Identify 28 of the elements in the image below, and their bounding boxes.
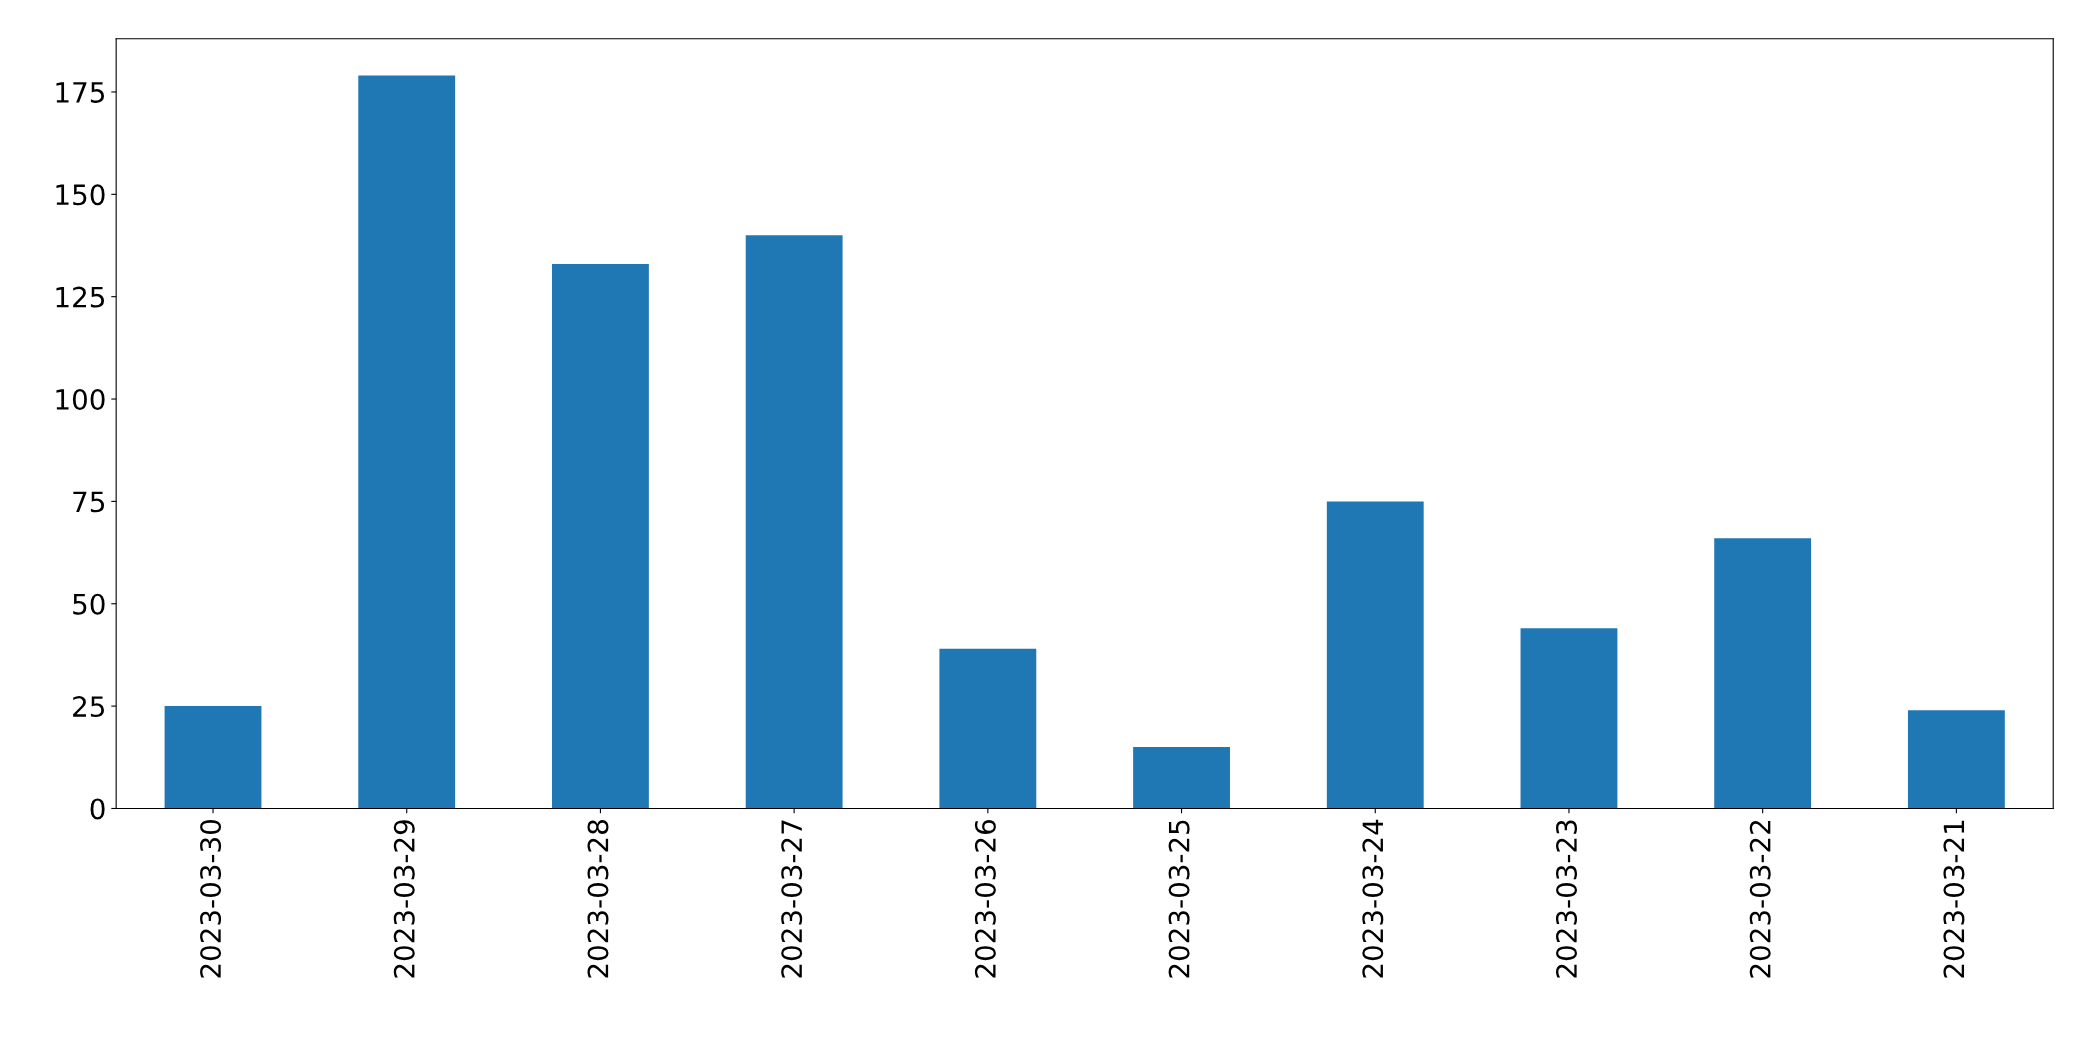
bar	[164, 706, 262, 809]
y-tick-label: 50	[73, 593, 105, 615]
bar	[1907, 710, 2005, 809]
bar	[1326, 501, 1424, 809]
y-tick-label: 125	[56, 286, 105, 308]
y-tick-label: 150	[56, 184, 105, 206]
x-tick-label: 2023-03-30	[200, 820, 222, 978]
x-tick-label: 2023-03-21	[1943, 820, 1965, 978]
bar	[1133, 747, 1230, 809]
x-tick-label: 2023-03-26	[974, 819, 996, 978]
x-tick-label: 2023-03-24	[1362, 819, 1384, 978]
x-tick-label: 2023-03-27	[781, 820, 803, 978]
y-tick-label: 25	[73, 696, 105, 718]
x-tick-label: 2023-03-22	[1749, 820, 1771, 978]
y-tick-label: 100	[56, 388, 105, 410]
x-tick-label: 2023-03-29	[393, 820, 415, 978]
x-tick-label: 2023-03-28	[587, 820, 609, 978]
bar	[745, 235, 843, 809]
x-tick-label: 2023-03-23	[1556, 820, 1578, 978]
x-tick-label: 2023-03-25	[1168, 820, 1190, 978]
y-tick-label: 75	[73, 491, 105, 513]
y-tick-label: 175	[56, 82, 105, 103]
y-tick-label: 0	[90, 798, 105, 820]
bar	[1714, 538, 1812, 809]
bar	[358, 75, 456, 809]
bar	[939, 648, 1037, 809]
bar	[1520, 628, 1618, 809]
bar	[552, 263, 649, 809]
